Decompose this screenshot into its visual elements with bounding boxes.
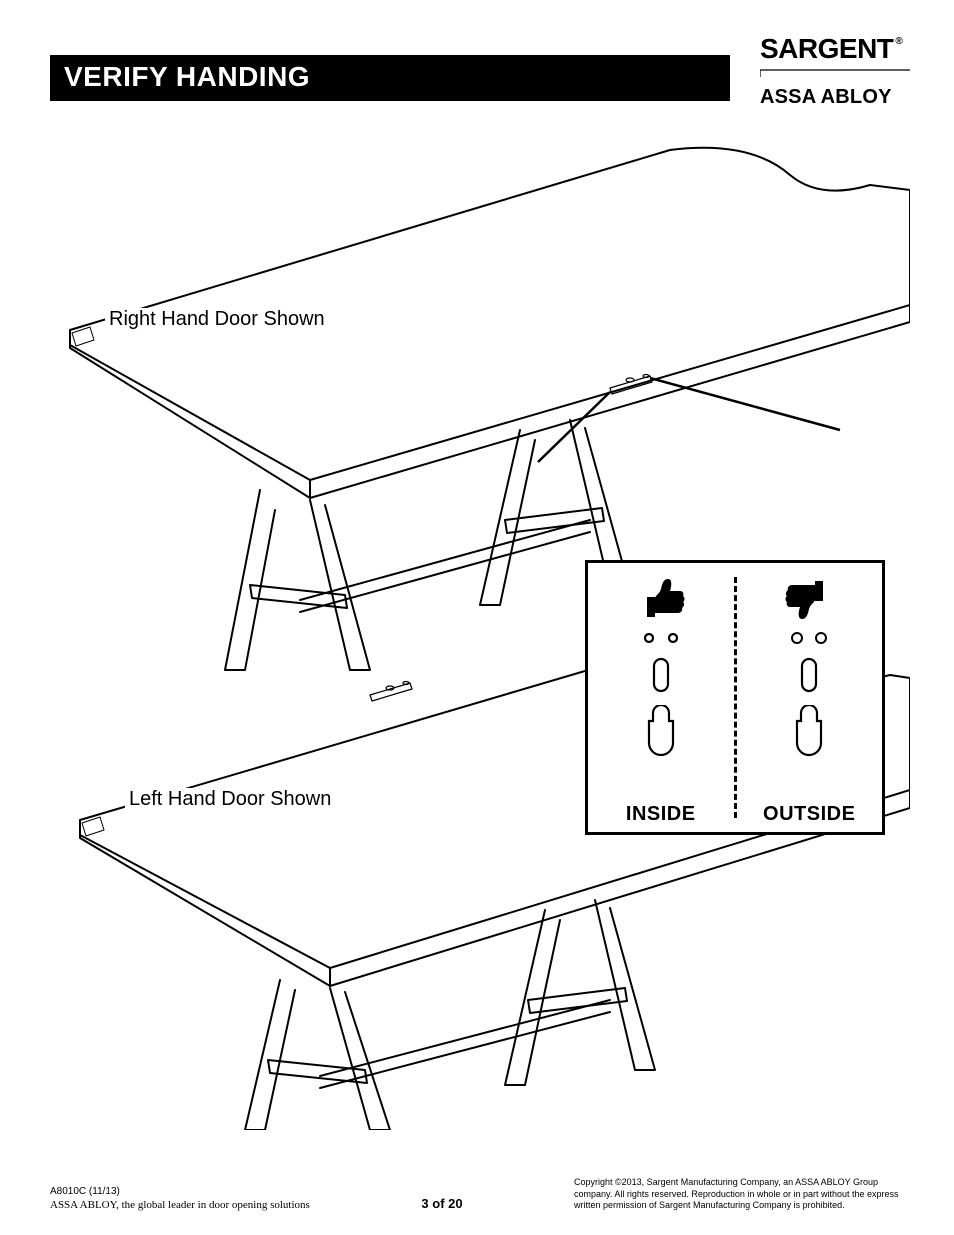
footer: A8010C (11/13) ASSA ABLOY, the global le…: [50, 1177, 904, 1211]
thumbs-up-icon: [637, 577, 685, 621]
callout-inside-col: INSIDE: [588, 563, 734, 832]
brand-divider-icon: [760, 69, 910, 79]
brand-sargent: SARGENT: [760, 35, 910, 63]
doc-code: A8010C (11/13): [50, 1186, 310, 1197]
right-hand-door-label: Right Hand Door Shown: [105, 308, 329, 331]
left-hand-door-label: Left Hand Door Shown: [125, 788, 335, 811]
callout-inside-label: INSIDE: [626, 803, 696, 826]
callout-leader-lines: [538, 378, 840, 462]
inside-keyhole-icon: [641, 705, 681, 761]
callout-outside-col: OUTSIDE: [737, 563, 883, 832]
outside-screw-holes-icon: [779, 631, 839, 645]
inside-slot-icon: [646, 655, 676, 695]
outside-slot-icon: [794, 655, 824, 695]
brand-assa-abloy: ASSA ABLOY: [760, 86, 910, 109]
page-title: VERIFY HANDING: [50, 55, 730, 101]
page-number: 3 of 20: [382, 1196, 502, 1211]
header: VERIFY HANDING SARGENT ASSA ABLOY: [50, 35, 904, 109]
outside-keyhole-icon: [789, 705, 829, 761]
handing-callout: INSIDE: [585, 560, 885, 835]
handing-diagram: Right Hand Door Shown Left Hand Door Sho…: [50, 130, 910, 1130]
brand-block: SARGENT ASSA ABLOY: [750, 35, 910, 109]
thumbs-down-icon: [785, 577, 833, 621]
copyright-text: Copyright ©2013, Sargent Manufacturing C…: [574, 1177, 904, 1211]
footer-tagline: ASSA ABLOY, the global leader in door op…: [50, 1199, 310, 1211]
inside-screw-holes-icon: [631, 631, 691, 645]
callout-outside-label: OUTSIDE: [763, 803, 855, 826]
